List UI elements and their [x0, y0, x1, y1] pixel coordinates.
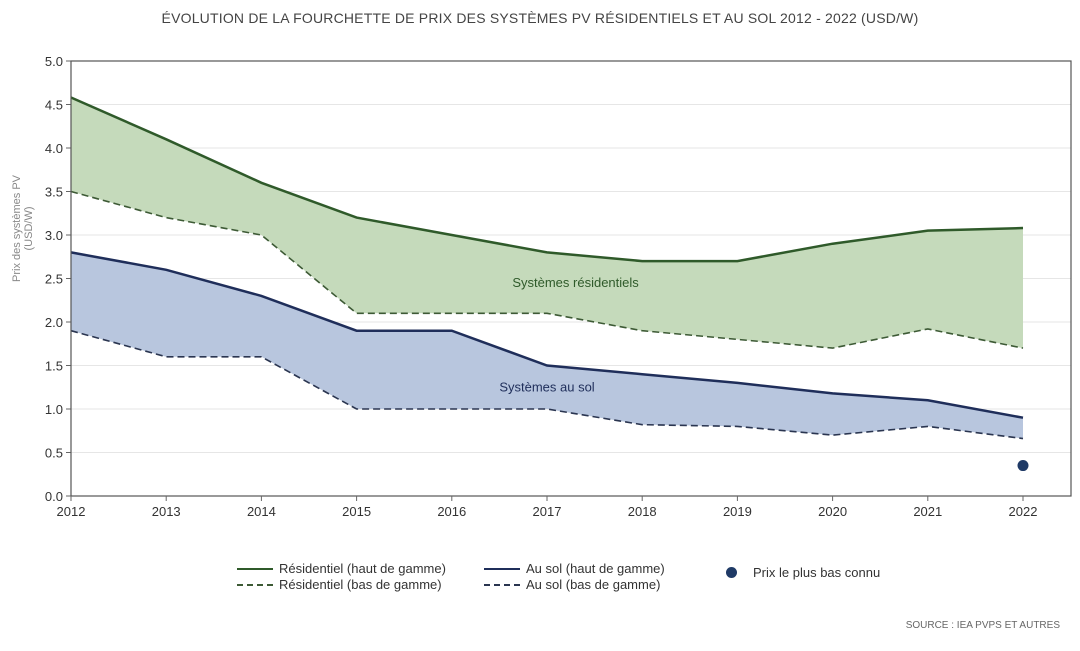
legend-item-lowest: Prix le plus bas connu [726, 565, 880, 580]
chart-title: ÉVOLUTION DE LA FOURCHETTE DE PRIX DES S… [161, 10, 919, 26]
x-tick-label: 2016 [437, 504, 466, 519]
y-tick-label: 0.5 [45, 446, 63, 461]
y-axis-label: (USD/W) [23, 207, 35, 251]
y-tick-label: 3.5 [45, 185, 63, 200]
x-tick-label: 2017 [533, 504, 562, 519]
series-line [70, 190, 1024, 349]
y-tick-label: 5.0 [45, 54, 63, 69]
band-label: Systèmes au sol [499, 379, 594, 394]
legend-label: Prix le plus bas connu [753, 565, 881, 580]
x-tick-label: 2021 [913, 504, 942, 519]
x-tick-label: 2012 [57, 504, 86, 519]
y-tick-label: 1.0 [45, 402, 63, 417]
y-tick-label: 2.5 [45, 272, 63, 287]
band-area [71, 97, 1023, 349]
legend-item-res-high: Résidentiel (haut de gamme) [237, 561, 446, 576]
x-tick-label: 2020 [818, 504, 847, 519]
legend-item-sol-low: Au sol (bas de gamme) [484, 577, 660, 592]
x-tick-label: 2018 [628, 504, 657, 519]
legend-label: Résidentiel (bas de gamme) [279, 577, 442, 592]
x-tick-label: 2014 [247, 504, 276, 519]
y-axis-label: Prix des systèmes PV [11, 174, 23, 282]
band-label: Systèmes résidentiels [512, 275, 639, 290]
band-area [71, 252, 1023, 439]
x-tick-label: 2015 [342, 504, 371, 519]
x-tick-label: 2022 [1009, 504, 1038, 519]
legend-swatch [484, 567, 520, 570]
y-tick-label: 4.5 [45, 98, 63, 113]
y-tick-label: 4.0 [45, 141, 63, 156]
x-tick-label: 2019 [723, 504, 752, 519]
y-tick-label: 2.0 [45, 315, 63, 330]
chart: 0.0 0.5 1.0 1.5 2.0 2.5 3.0 3.5 4.0 4.5 5.0 Système… [11, 54, 1072, 519]
source-note: SOURCE : IEA PVPS ET AUTRES [905, 620, 1060, 631]
series-line [70, 251, 1024, 419]
series-line [70, 96, 1024, 263]
legend-item-res-low: Résidentiel (bas de gamme) [237, 577, 442, 592]
legend-swatch [237, 567, 273, 570]
y-tick-label: 1.5 [45, 359, 63, 374]
lowest-price-point [1017, 460, 1029, 472]
legend-swatch [237, 583, 273, 586]
legend-label: Au sol (bas de gamme) [526, 577, 661, 592]
y-tick-label: 3.0 [45, 228, 63, 243]
legend-item-sol-high: Au sol (haut de gamme) [484, 561, 665, 576]
plot-frame [70, 60, 1072, 497]
legend-swatch [484, 583, 520, 586]
legend-dot [726, 567, 737, 578]
x-tick-label: 2013 [152, 504, 181, 519]
legend-label: Au sol (haut de gamme) [526, 561, 665, 576]
y-tick-label: 0.0 [45, 489, 63, 504]
legend-label: Résidentiel (haut de gamme) [279, 561, 446, 576]
